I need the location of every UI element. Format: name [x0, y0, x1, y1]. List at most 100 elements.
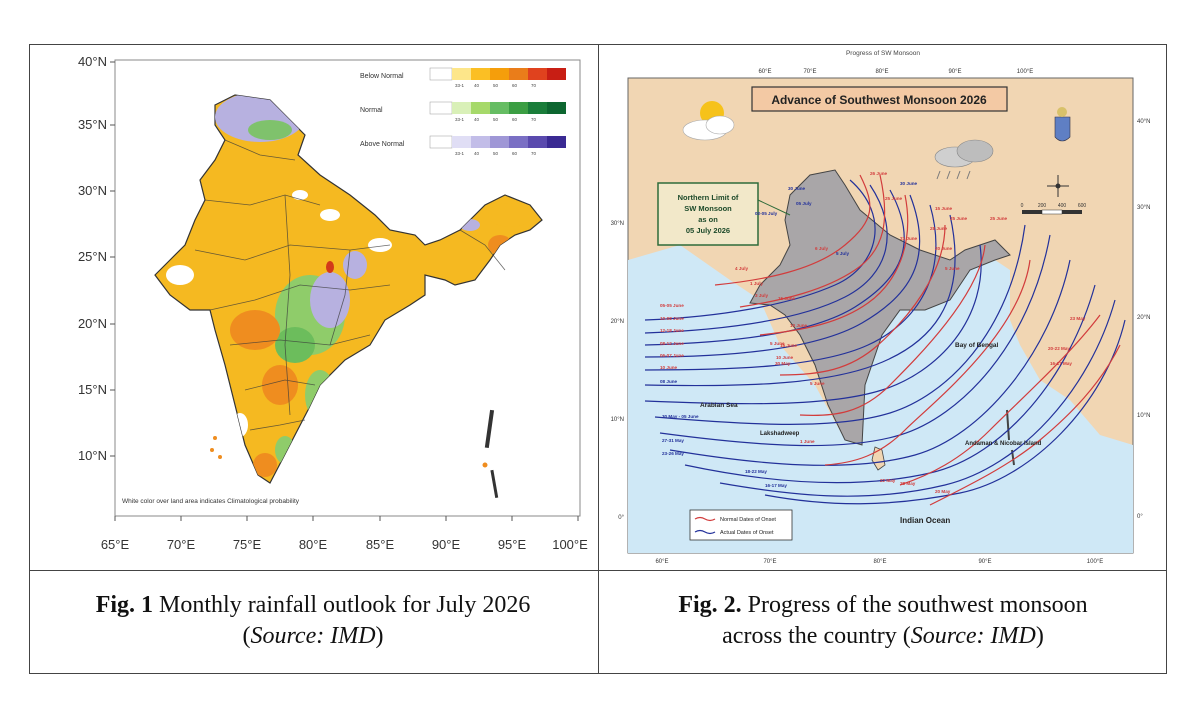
legend-swatch: [452, 136, 471, 148]
legend-swatch: [528, 102, 547, 114]
fig2-caption: Fig. 2. Progress of the southwest monsoo…: [600, 575, 1166, 667]
onset-date-label: 28 June: [930, 226, 948, 231]
onset-date-label: 16-17 May: [1050, 361, 1072, 366]
lat-label: 10°N: [78, 448, 107, 463]
onset-date-label: 5 June: [945, 266, 960, 271]
onset-date-label: 10 June: [790, 323, 808, 328]
actual-onset-line: [654, 224, 1026, 425]
onset-date-label: 25 June: [885, 196, 903, 201]
actual-onset-line: [719, 299, 1116, 497]
legend-bin-label: 33-1: [455, 117, 465, 122]
rainfall-legend: Below Normal Normal Above Normal 33-1 40 5…: [360, 67, 566, 156]
onset-date-label: 18-22 May: [745, 469, 767, 474]
rainfall-outlook-map: 40°N 35°N 30°N 25°N 20°N 15°N 10°N 65°E …: [78, 54, 588, 552]
lon-label: 90°E: [432, 537, 461, 552]
onset-date-label: 4 July: [735, 266, 748, 271]
legend-swatch: [509, 136, 528, 148]
legend-swatch: [490, 68, 509, 80]
onset-date-label: 15 June: [935, 206, 953, 211]
lon-label: 95°E: [498, 537, 527, 552]
svg-text:90°E: 90°E: [948, 69, 961, 75]
onset-date-label: 23-26 May: [662, 451, 684, 456]
legend-below-normal: Below Normal: [360, 73, 404, 80]
label-indian-ocean: Indian Ocean: [900, 516, 950, 525]
legend-swatch: [547, 136, 566, 148]
northern-limit-callout: Northern Limit of SW Monsoon as on 05 Ju…: [657, 182, 791, 246]
svg-text:200: 200: [1038, 203, 1047, 209]
fig1-source: Source: IMD: [250, 623, 376, 649]
lat-label: 15°N: [78, 382, 107, 397]
onset-date-label: 1 June: [800, 439, 815, 444]
fig1-caption-text: Monthly rainfall outlook for July 2026: [153, 592, 531, 618]
legend-swatch: [471, 136, 490, 148]
india-landmass: [749, 169, 1011, 446]
onset-date-label: 21 June: [900, 236, 918, 241]
fig2-source-open: (: [902, 623, 911, 649]
svg-text:60°E: 60°E: [655, 559, 668, 565]
onset-date-label: 10 June: [660, 365, 678, 370]
fig1-source-close: ): [375, 623, 384, 649]
svg-text:100°E: 100°E: [1087, 559, 1103, 565]
monsoon-progress-map: Progress of SW Monsoon 60°E 70°E 80°E 90…: [611, 50, 1151, 565]
onset-date-label: 02-05 July: [755, 211, 778, 216]
legend-above-normal: Above Normal: [360, 141, 405, 148]
map-title: Advance of Southwest Monsoon 2026: [771, 93, 987, 107]
longitude-axis: 65°E 70°E 75°E 80°E 85°E 90°E 95°E 100°E: [101, 516, 588, 552]
lon-label: 85°E: [366, 537, 395, 552]
onset-date-label: 25 June: [950, 216, 968, 221]
legend-swatch: [490, 136, 509, 148]
onset-date-label: 1 July: [750, 281, 763, 286]
onset-date-label: 5 July: [836, 251, 849, 256]
actual-onset-line: [644, 184, 888, 334]
svg-text:40°N: 40°N: [1137, 119, 1150, 125]
onset-date-label: 3 July: [755, 293, 768, 298]
legend-bin-label: 70: [531, 151, 537, 156]
onset-date-label: 23 May: [1070, 316, 1086, 321]
fig1-caption-label: Fig. 1: [95, 592, 154, 618]
normal-onset-line: [739, 174, 886, 308]
onset-isochrones: [644, 174, 1126, 506]
actual-onset-line: [644, 244, 982, 405]
fig1-caption: Fig. 1 Monthly rainfall outlook for July…: [30, 575, 596, 667]
column-divider: [598, 44, 599, 674]
svg-text:05 July 2026: 05 July 2026: [686, 226, 730, 235]
actual-onset-line: [644, 189, 905, 346]
label-bay-of-bengal: Bay of Bengal: [955, 342, 999, 349]
sun-cloud-icon: [682, 101, 735, 141]
onset-date-label: 05 July: [796, 201, 812, 206]
lat-label: 30°N: [78, 183, 107, 198]
onset-date-label: 30 June: [900, 181, 918, 186]
normal-onset-line: [929, 344, 1121, 506]
actual-onset-line: [644, 204, 937, 371]
fig1-source-open: (: [242, 623, 251, 649]
legend-swatch: [509, 68, 528, 80]
onset-date-label: 10-08 June: [660, 316, 684, 321]
legend-bin-label: 70: [531, 117, 537, 122]
legend-bin-label: 60: [512, 117, 518, 122]
legend-swatch: [429, 67, 453, 81]
svg-text:100°E: 100°E: [1017, 69, 1033, 75]
onset-date-label: 08 June: [660, 379, 678, 384]
svg-text:90°E: 90°E: [978, 559, 991, 565]
onset-date-label: 15 June: [780, 343, 798, 348]
actual-onset-line: [764, 319, 1126, 505]
svg-text:70°E: 70°E: [803, 69, 816, 75]
legend-swatch: [452, 102, 471, 114]
onset-date-label: 20 June: [935, 246, 953, 251]
fig2-caption-text-1: Progress of the southwest monsoon: [741, 592, 1088, 618]
india-rainfall-fill: [154, 94, 543, 498]
onset-date-label: 28 May: [900, 481, 916, 486]
onset-date-label: 30 June: [788, 186, 806, 191]
map-title-box: [751, 86, 1008, 112]
normal-onset-line: [899, 314, 1101, 486]
legend-bin-label: 60: [512, 83, 518, 88]
onset-date-label: 12-18 June: [660, 328, 684, 333]
label-lakshadweep: Lakshadweep: [760, 431, 800, 437]
onset-date-label: 16-17 May: [765, 483, 787, 488]
onset-date-label: 25 June: [990, 216, 1008, 221]
legend-bin-label: 33-1: [455, 151, 465, 156]
legend-normal-onset: Normal Dates of Onset: [720, 517, 776, 523]
onset-date-label: 05-05 June: [660, 303, 684, 308]
label-andaman: Andaman & Nicobar Island: [965, 441, 1042, 447]
